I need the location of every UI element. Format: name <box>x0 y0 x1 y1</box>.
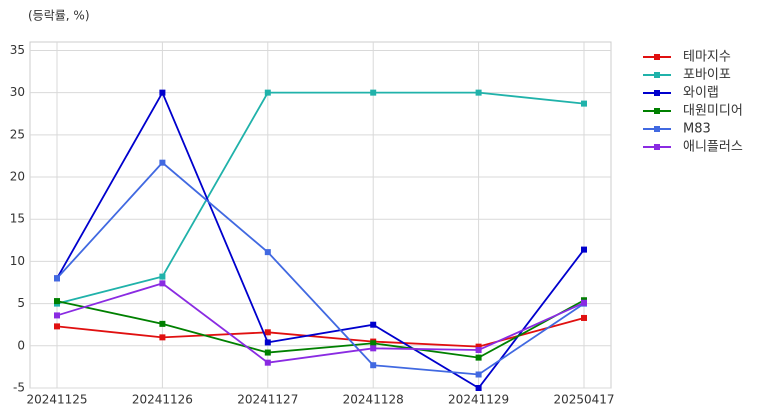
legend-marker <box>654 54 660 60</box>
legend-label: 테마지수 <box>683 50 731 65</box>
point-marker <box>370 340 377 347</box>
y-tick-label: 30 <box>10 85 25 99</box>
x-tick-label: 20241125 <box>26 393 87 407</box>
legend-marker <box>654 108 660 114</box>
legend-marker <box>654 90 660 96</box>
point-marker <box>475 89 482 96</box>
y-axis-label: (등락률, %) <box>28 9 90 23</box>
point-marker <box>54 298 60 305</box>
series-line <box>56 90 585 390</box>
legend-label: M83 <box>683 122 711 137</box>
point-marker <box>159 280 166 287</box>
point-marker <box>264 359 271 366</box>
x-tick-label: 20241127 <box>237 393 298 407</box>
legend-marker <box>654 72 660 78</box>
point-marker <box>54 323 60 330</box>
y-tick-label: 0 <box>17 338 25 352</box>
point-marker <box>475 371 482 378</box>
point-marker <box>54 275 60 282</box>
y-tick-label: 15 <box>10 212 25 226</box>
legend-label: 와이랩 <box>683 86 719 101</box>
x-tick-label: 20250417 <box>553 393 614 407</box>
point-marker <box>264 339 271 346</box>
point-marker <box>581 314 587 321</box>
point-marker <box>475 347 482 354</box>
y-tick-label: 10 <box>10 254 25 268</box>
point-marker <box>475 343 482 350</box>
x-tick-label: 20241126 <box>132 393 193 407</box>
series-line <box>56 282 585 364</box>
y-tick-label: 20 <box>10 170 25 184</box>
series-line <box>56 91 585 305</box>
series-line <box>56 161 585 376</box>
point-marker <box>264 349 271 356</box>
legend-marker <box>654 126 660 132</box>
y-tick-label: -5 <box>13 381 25 395</box>
point-marker <box>264 249 271 256</box>
legend-marker <box>654 144 660 150</box>
point-marker <box>581 100 587 107</box>
x-tick-label: 20241128 <box>343 393 404 407</box>
point-marker <box>370 362 377 369</box>
point-marker <box>581 299 587 306</box>
point-marker <box>264 89 271 96</box>
point-marker <box>370 321 377 328</box>
point-marker <box>159 89 166 96</box>
point-marker <box>581 246 587 253</box>
point-marker <box>159 159 166 166</box>
point-marker <box>475 385 482 391</box>
point-marker <box>159 334 166 341</box>
x-tick-label: 20241129 <box>448 393 509 407</box>
y-tick-label: 5 <box>17 296 25 310</box>
legend-label: 포바이포 <box>683 68 731 83</box>
legend-label: 대원미디어 <box>683 104 743 119</box>
series-line <box>56 299 585 359</box>
legend-label: 애니플러스 <box>683 140 743 155</box>
y-tick-label: 35 <box>10 43 25 57</box>
y-tick-label: 25 <box>10 127 25 141</box>
point-marker <box>475 354 482 361</box>
point-marker <box>159 320 166 327</box>
point-marker <box>264 329 271 336</box>
point-marker <box>370 345 377 352</box>
point-marker <box>370 89 377 96</box>
point-marker <box>54 312 60 319</box>
point-marker <box>159 273 166 280</box>
